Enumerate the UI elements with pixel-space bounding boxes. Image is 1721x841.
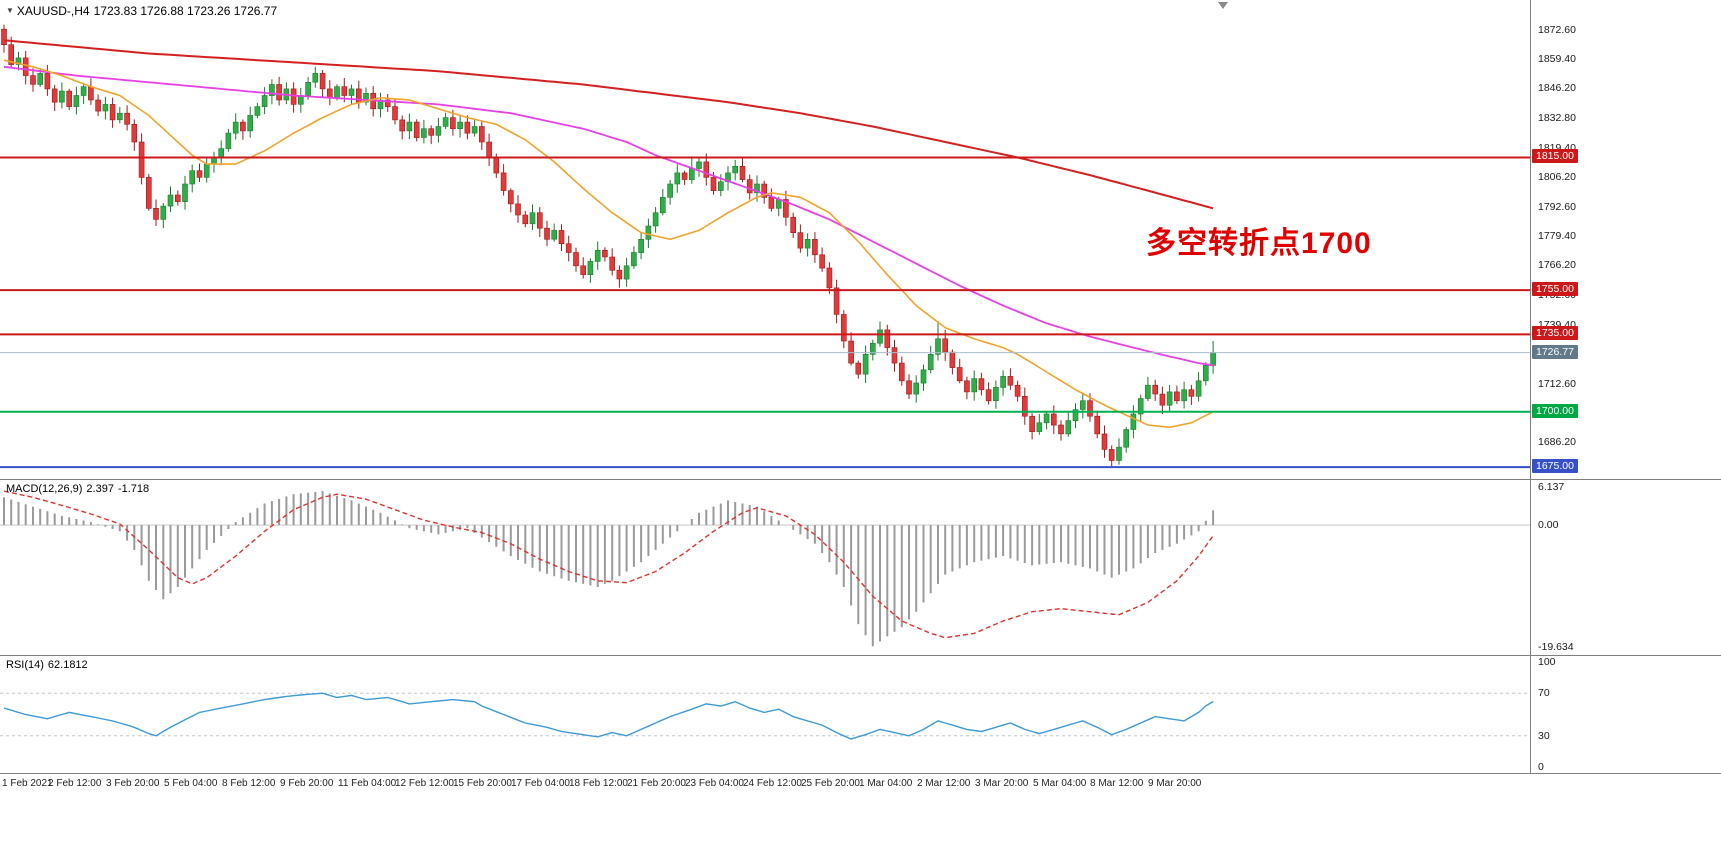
ma-medium-magenta-line — [3, 65, 1214, 367]
time-axis-label: 17 Feb 04:00 — [511, 778, 570, 789]
price-tick-label: 1806.20 — [1538, 171, 1576, 183]
macd-chart[interactable] — [0, 480, 1530, 655]
macd-label: MACD(12,26,9) 2.397 -1.718 — [6, 483, 153, 495]
time-axis-label: 21 Feb 20:00 — [627, 778, 686, 789]
time-axis-label: 15 Feb 20:00 — [453, 778, 512, 789]
macd-scale-label: 0.00 — [1538, 519, 1559, 531]
chart-text-annotation[interactable]: 多空转折点1700 — [1146, 227, 1372, 260]
time-axis-label: 23 Feb 04:00 — [685, 778, 744, 789]
quote-panel-toggle-icon[interactable]: ▼ — [6, 6, 14, 15]
macd-main-value: 2.397 — [86, 483, 114, 495]
rsi-value: 62.1812 — [47, 659, 88, 671]
macd-title: MACD(12,26,9) — [6, 483, 83, 495]
price-tick-label: 1779.40 — [1538, 230, 1576, 242]
rsi-scale-label: 30 — [1538, 730, 1550, 742]
price-chart-panel[interactable]: ▼ XAUUSD-,H4 1723.83 1726.88 1723.26 1726.… — [0, 0, 1531, 479]
price-tick-label: 1859.40 — [1538, 53, 1576, 65]
time-axis-label: 12 Feb 12:00 — [395, 778, 454, 789]
time-axis-label: 2 Mar 12:00 — [917, 778, 971, 789]
price-level-tag: 1675.00 — [1532, 459, 1578, 473]
price-level-tag: 1815.00 — [1532, 149, 1578, 163]
time-axis-label: 11 Feb 04:00 — [338, 778, 397, 789]
price-tick-label: 1846.20 — [1538, 82, 1576, 94]
chart-shift-marker-icon[interactable] — [1218, 2, 1228, 9]
price-axis[interactable]: 1872.60 1859.40 1846.20 1832.80 1819.40 1806.… — [1531, 0, 1721, 479]
rsi-label: RSI(14) 62.1812 — [6, 659, 92, 671]
time-axis-label: 1 Feb 2021 — [2, 778, 53, 789]
rsi-row: RSI(14) 62.1812 100 70 30 0 — [0, 656, 1721, 774]
time-axis-label: 5 Mar 04:00 — [1033, 778, 1087, 789]
time-axis-label: 3 Feb 20:00 — [106, 778, 160, 789]
time-axis-label: 24 Feb 12:00 — [743, 778, 802, 789]
rsi-panel[interactable]: RSI(14) 62.1812 — [0, 656, 1531, 773]
symbol-info: ▼ XAUUSD-,H4 1723.83 1726.88 1723.26 1726.… — [6, 4, 281, 18]
price-level-tag: 1755.00 — [1532, 282, 1578, 296]
ma-fast-orange-line — [3, 59, 1214, 429]
time-axis-label: 1 Mar 04:00 — [859, 778, 913, 789]
price-level-tag: 1726.77 — [1532, 345, 1578, 359]
price-tick-label: 1832.80 — [1538, 112, 1576, 124]
price-tick-label: 1712.60 — [1538, 378, 1576, 390]
price-level-tag: 1735.00 — [1532, 326, 1578, 340]
rsi-scale-label: 100 — [1538, 656, 1556, 668]
macd-scale-label: 6.137 — [1538, 481, 1565, 493]
time-axis-label: 2 Feb 12:00 — [48, 778, 102, 789]
time-axis-label: 8 Feb 12:00 — [222, 778, 276, 789]
macd-scale-label: -19.634 — [1538, 641, 1574, 653]
ma-slow-red-line — [3, 39, 1214, 210]
price-tick-label: 1792.60 — [1538, 201, 1576, 213]
rsi-axis[interactable]: 100 70 30 0 — [1531, 656, 1721, 773]
rsi-title: RSI(14) — [6, 659, 44, 671]
time-axis-label: 3 Mar 20:00 — [975, 778, 1029, 789]
rsi-chart[interactable] — [0, 656, 1530, 773]
price-level-tag: 1700.00 — [1532, 404, 1578, 418]
price-tick-label: 1872.60 — [1538, 24, 1576, 36]
price-tick-label: 1766.20 — [1538, 259, 1576, 271]
main-chart-row: ▼ XAUUSD-,H4 1723.83 1726.88 1723.26 1726.… — [0, 0, 1721, 480]
macd-axis[interactable]: 6.137 0.00 -19.634 — [1531, 480, 1721, 655]
time-axis-label: 18 Feb 12:00 — [569, 778, 628, 789]
time-axis-label: 9 Mar 20:00 — [1148, 778, 1202, 789]
time-axis[interactable]: 1 Feb 2021 2 Feb 12:00 3 Feb 20:00 5 Feb 04… — [0, 774, 1721, 800]
price-tick-label: 1686.20 — [1538, 436, 1576, 448]
time-axis-label: 8 Mar 12:00 — [1090, 778, 1144, 789]
macd-panel[interactable]: MACD(12,26,9) 2.397 -1.718 — [0, 480, 1531, 655]
macd-signal-value: -1.718 — [117, 483, 150, 495]
macd-row: MACD(12,26,9) 2.397 -1.718 6.137 0.00 -19.63… — [0, 480, 1721, 656]
time-axis-label: 25 Feb 20:00 — [801, 778, 860, 789]
time-axis-label: 5 Feb 04:00 — [164, 778, 218, 789]
ohlc-values: 1723.83 1726.88 1723.26 1726.77 — [93, 4, 278, 18]
symbol-period-label: XAUUSD-,H4 — [16, 4, 90, 18]
rsi-scale-label: 0 — [1538, 761, 1544, 773]
rsi-scale-label: 70 — [1538, 687, 1550, 699]
candlestick-chart[interactable] — [0, 0, 1530, 479]
time-axis-label: 9 Feb 20:00 — [280, 778, 334, 789]
